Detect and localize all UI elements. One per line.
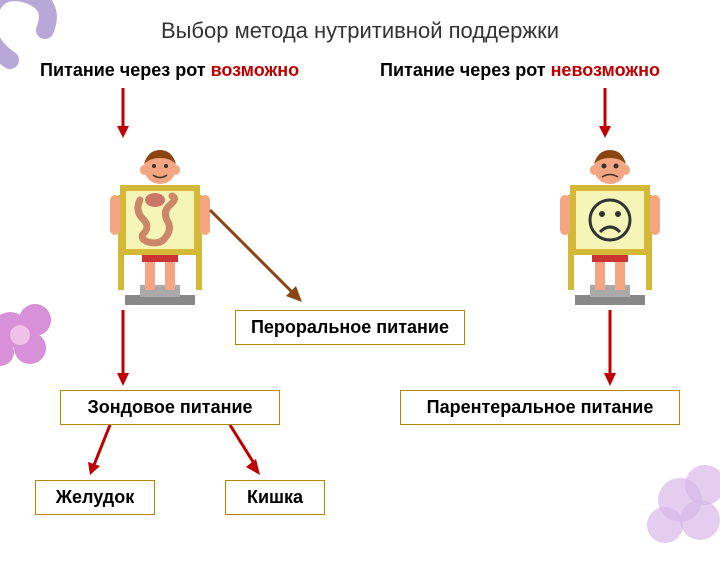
arrow-tube-to-intestine <box>220 425 270 480</box>
header-left: Питание через рот возможно <box>40 60 299 81</box>
header-left-prefix: Питание через рот <box>40 60 211 80</box>
box-oral: Пероральное питание <box>235 310 465 345</box>
box-intestine: Кишка <box>225 480 325 515</box>
arrow-figure1-to-tube <box>108 310 138 390</box>
arrow-tube-to-stomach <box>80 425 120 480</box>
figure-oral-impossible <box>540 140 660 300</box>
bg-flower-right <box>610 430 720 570</box>
box-stomach: Желудок <box>35 480 155 515</box>
box-tube: Зондовое питание <box>60 390 280 425</box>
arrow-figure2-to-parenteral <box>595 310 625 390</box>
bg-swirl-top <box>0 0 90 100</box>
main-title: Выбор метода нутритивной поддержки <box>0 18 720 44</box>
header-right-prefix: Питание через рот <box>380 60 551 80</box>
figure-oral-possible <box>90 140 210 300</box>
arrow-header-to-figure1 <box>108 88 138 143</box>
header-right: Питание через рот невозможно <box>380 60 660 81</box>
header-right-highlight: невозможно <box>551 60 660 80</box>
box-parenteral: Парентеральное питание <box>400 390 680 425</box>
arrow-header-to-figure2 <box>590 88 620 143</box>
arrow-figure1-to-oral <box>200 200 320 315</box>
header-left-highlight: возможно <box>211 60 300 80</box>
